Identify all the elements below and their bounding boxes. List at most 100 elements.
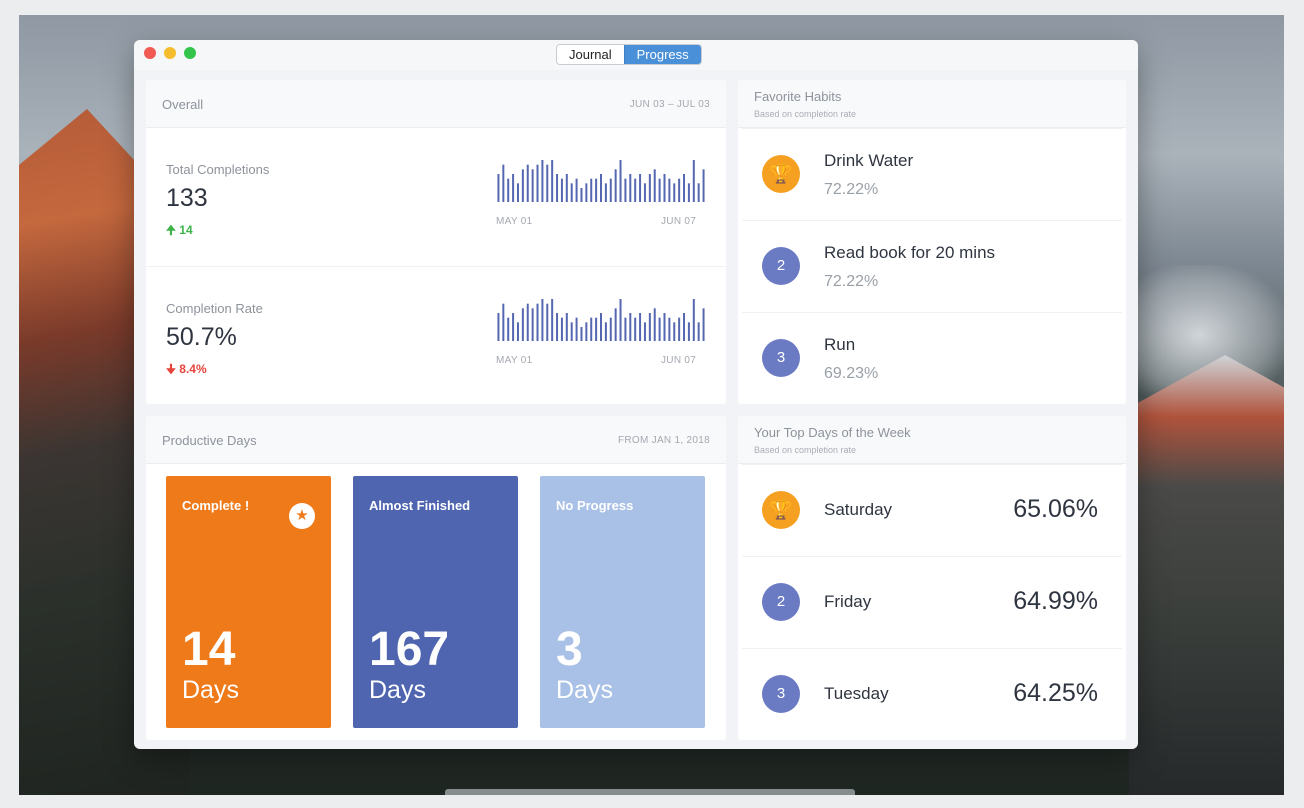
spark-bar	[541, 160, 544, 202]
metric-completion-rate: Completion Rate 50.7% 🠋 8.4% MAY 01 JUN …	[146, 266, 726, 404]
spark-bar	[634, 178, 637, 202]
spark-bar	[658, 317, 661, 341]
spark-bar	[683, 313, 686, 341]
arrow-down-icon: 🠋	[166, 362, 180, 376]
habit-row[interactable]: 2 Read book for 20 mins 72.22%	[742, 220, 1122, 310]
spark-bar	[600, 313, 602, 341]
spark-bar	[590, 178, 593, 202]
spark-bar	[629, 174, 632, 202]
title-bar: Journal Progress	[134, 40, 1138, 70]
trophy-icon: 🏆	[762, 491, 800, 529]
tile-number: 3	[556, 623, 583, 676]
sparkline-start-label: MAY 01	[496, 216, 533, 227]
spark-bar	[687, 183, 690, 202]
habit-name: Run	[824, 335, 856, 354]
spark-bar	[619, 299, 622, 341]
view-switcher: Journal Progress	[556, 44, 702, 65]
tile-label: Complete !	[182, 498, 250, 513]
spark-bar	[546, 164, 549, 202]
habit-row[interactable]: 🏆 Drink Water 72.22%	[742, 128, 1122, 218]
spark-bar	[560, 178, 563, 202]
top-days-title: Your Top Days of the Week	[754, 425, 911, 440]
tile-no-progress[interactable]: No Progress 3 Days	[540, 476, 705, 728]
day-name: Tuesday	[824, 684, 889, 703]
spark-bar	[570, 183, 573, 202]
tab-progress[interactable]: Progress	[623, 45, 701, 64]
rank-badge: 2	[762, 583, 800, 621]
spark-bar	[526, 303, 529, 341]
spark-bar	[521, 308, 524, 341]
spark-bar	[516, 322, 519, 341]
close-button[interactable]	[144, 47, 156, 59]
spark-bar	[507, 178, 510, 202]
sparkline-start-label: MAY 01	[496, 355, 533, 366]
spark-bar	[565, 174, 568, 202]
tile-complete[interactable]: Complete ! ★ 14 Days	[166, 476, 331, 728]
spark-bar	[546, 303, 549, 341]
tile-unit: Days	[556, 676, 613, 704]
habit-name: Drink Water	[824, 151, 914, 170]
tab-journal[interactable]: Journal	[557, 45, 624, 64]
day-row[interactable]: 2 Friday 64.99%	[742, 556, 1122, 646]
spark-bar	[497, 174, 500, 202]
spark-bar	[580, 188, 583, 202]
day-name: Saturday	[824, 500, 893, 519]
spark-bar	[609, 317, 612, 341]
spark-bar	[673, 322, 676, 341]
spark-bar	[502, 164, 505, 202]
day-rate: 64.99%	[1013, 587, 1098, 615]
tile-almost-finished[interactable]: Almost Finished 167 Days	[353, 476, 518, 728]
spark-bar	[590, 317, 593, 341]
spark-bar	[551, 160, 554, 202]
top-days-card: Your Top Days of the Week Based on compl…	[738, 416, 1126, 740]
spark-bar	[634, 317, 637, 341]
overall-date-range: JUN 03 – JUL 03	[629, 99, 710, 110]
rank-badge: 3	[762, 675, 800, 713]
spark-bar	[629, 313, 632, 341]
productive-days-title: Productive Days	[162, 433, 257, 448]
spark-bar	[639, 313, 642, 341]
spark-bar	[565, 313, 568, 341]
metric-delta-value: 8.4%	[179, 362, 207, 376]
day-row[interactable]: 3 Tuesday 64.25%	[742, 648, 1122, 738]
spark-bar	[526, 164, 529, 202]
metric-label: Total Completions	[166, 162, 270, 177]
spark-bar	[692, 299, 695, 341]
spark-bar	[531, 308, 534, 341]
rank-badge: 2	[762, 247, 800, 285]
spark-bar	[536, 164, 539, 202]
wallpaper-mountain-right	[1129, 355, 1284, 795]
metric-delta-value: 14	[179, 223, 193, 237]
day-rate: 64.25%	[1013, 679, 1098, 707]
spark-bar	[512, 313, 515, 341]
arrow-up-icon: 🠉	[166, 223, 180, 237]
minimize-button[interactable]	[164, 47, 176, 59]
tile-unit: Days	[182, 676, 239, 704]
maximize-button[interactable]	[184, 47, 196, 59]
habit-row[interactable]: 3 Run 69.23%	[742, 312, 1122, 402]
habit-name: Read book for 20 mins	[824, 243, 996, 262]
spark-bar	[560, 317, 563, 341]
spark-bar	[697, 183, 700, 202]
spark-bar	[512, 174, 515, 202]
spark-bar	[600, 174, 602, 202]
productive-days-header: Productive Days FROM JAN 1, 2018	[146, 416, 726, 464]
spark-bar	[521, 169, 524, 202]
habit-rate: 69.23%	[824, 365, 879, 382]
sparkline-end-label: JUN 07	[661, 355, 697, 366]
spark-bar	[673, 183, 676, 202]
spark-bar	[570, 322, 573, 341]
spark-bar	[702, 308, 705, 341]
spark-bar	[639, 174, 642, 202]
spark-bar	[658, 178, 661, 202]
spark-bar	[551, 299, 554, 341]
spark-bar	[556, 174, 559, 202]
sparkline-total-completions	[497, 160, 705, 202]
day-row[interactable]: 🏆 Saturday 65.06%	[742, 464, 1122, 554]
spark-bar	[624, 178, 627, 202]
overall-title: Overall	[162, 97, 204, 112]
spark-bar	[575, 178, 578, 202]
sparkline-end-label: JUN 07	[661, 216, 697, 227]
spark-bar	[648, 313, 651, 341]
spark-bar	[692, 160, 695, 202]
